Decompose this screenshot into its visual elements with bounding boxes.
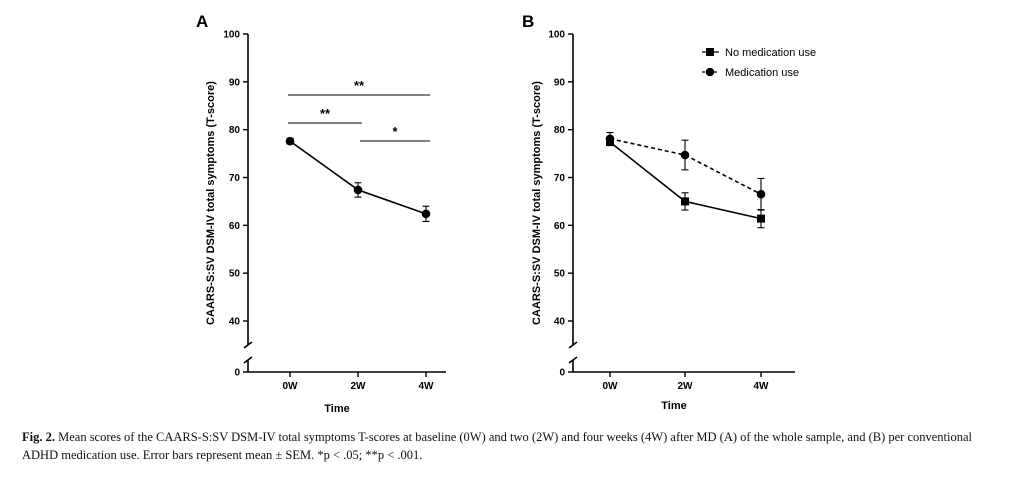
panel-letter-b: B — [522, 12, 534, 31]
data-point — [353, 185, 363, 195]
data-point — [421, 209, 431, 219]
y-tick-label: 40 — [229, 317, 241, 328]
x-tick-label: 4W — [419, 381, 435, 392]
y-tick-label: 80 — [554, 125, 566, 136]
data-point — [285, 136, 295, 146]
axis-break-mark — [243, 341, 253, 349]
legend: No medication use Medication use — [702, 47, 816, 79]
data-point — [681, 197, 689, 206]
y-tick-label: 0 — [234, 368, 240, 379]
axis-break-mark — [568, 356, 578, 364]
axis-break-mark — [243, 356, 253, 364]
data-point — [757, 214, 765, 223]
significance-label: * — [392, 124, 398, 139]
legend-marker — [705, 67, 715, 77]
legend-marker — [706, 48, 714, 56]
legend-label: No medication use — [725, 47, 816, 59]
legend-label: Medication use — [725, 67, 799, 79]
x-tick-label: 0W — [603, 381, 619, 392]
figure-caption: Fig. 2. Mean scores of the CAARS-S:SV DS… — [22, 428, 1002, 464]
panel-letter-a: A — [196, 12, 208, 31]
significance-label: ** — [354, 78, 365, 93]
x-axis-title: Time — [324, 403, 349, 415]
x-tick-label: 4W — [754, 381, 770, 392]
data-point — [756, 189, 766, 199]
y-tick-label: 60 — [229, 221, 241, 232]
data-point — [605, 134, 615, 144]
y-axis-title: CAARS-S:SV DSM-IV total symptoms (T-scor… — [531, 81, 543, 325]
series-line — [609, 137, 762, 195]
caption-text: Mean scores of the CAARS-S:SV DSM-IV tot… — [22, 430, 973, 462]
series-whole-sample — [285, 136, 431, 223]
significance-label: ** — [320, 106, 331, 121]
y-tick-label: 0 — [559, 368, 565, 379]
y-tick-label: 70 — [554, 173, 566, 184]
caption-label: Fig. 2. — [22, 430, 55, 444]
y-axis-title: CAARS-S:SV DSM-IV total symptoms (T-scor… — [205, 81, 217, 325]
y-tick-label: 60 — [554, 221, 566, 232]
panel-a: A 0 40 50 60 70 80 90 100 0W 2W 4W Time CAARS-S:SV DS… — [196, 12, 446, 415]
x-tick-label: 2W — [678, 381, 694, 392]
x-axis-title: Time — [661, 400, 686, 412]
series-medication-use — [605, 131, 766, 211]
series-line — [289, 140, 427, 215]
figure: A 0 40 50 60 70 80 90 100 0W 2W 4W Time CAARS-S:SV DS… — [196, 12, 816, 415]
data-point — [680, 150, 690, 160]
y-tick-label: 40 — [554, 317, 566, 328]
y-tick-label: 90 — [554, 77, 566, 88]
panel-b: B 0 40 50 60 70 80 90 100 0W 2W 4W Time CAARS-S:SV DS… — [522, 12, 816, 412]
y-tick-label: 80 — [229, 125, 241, 136]
y-tick-label: 50 — [554, 269, 566, 280]
x-tick-label: 2W — [351, 381, 367, 392]
y-tick-label: 100 — [548, 30, 565, 41]
axis-break-mark — [568, 341, 578, 349]
y-tick-label: 100 — [223, 30, 240, 41]
y-tick-label: 50 — [229, 269, 241, 280]
y-tick-label: 90 — [229, 77, 241, 88]
x-tick-label: 0W — [283, 381, 299, 392]
y-tick-label: 70 — [229, 173, 241, 184]
